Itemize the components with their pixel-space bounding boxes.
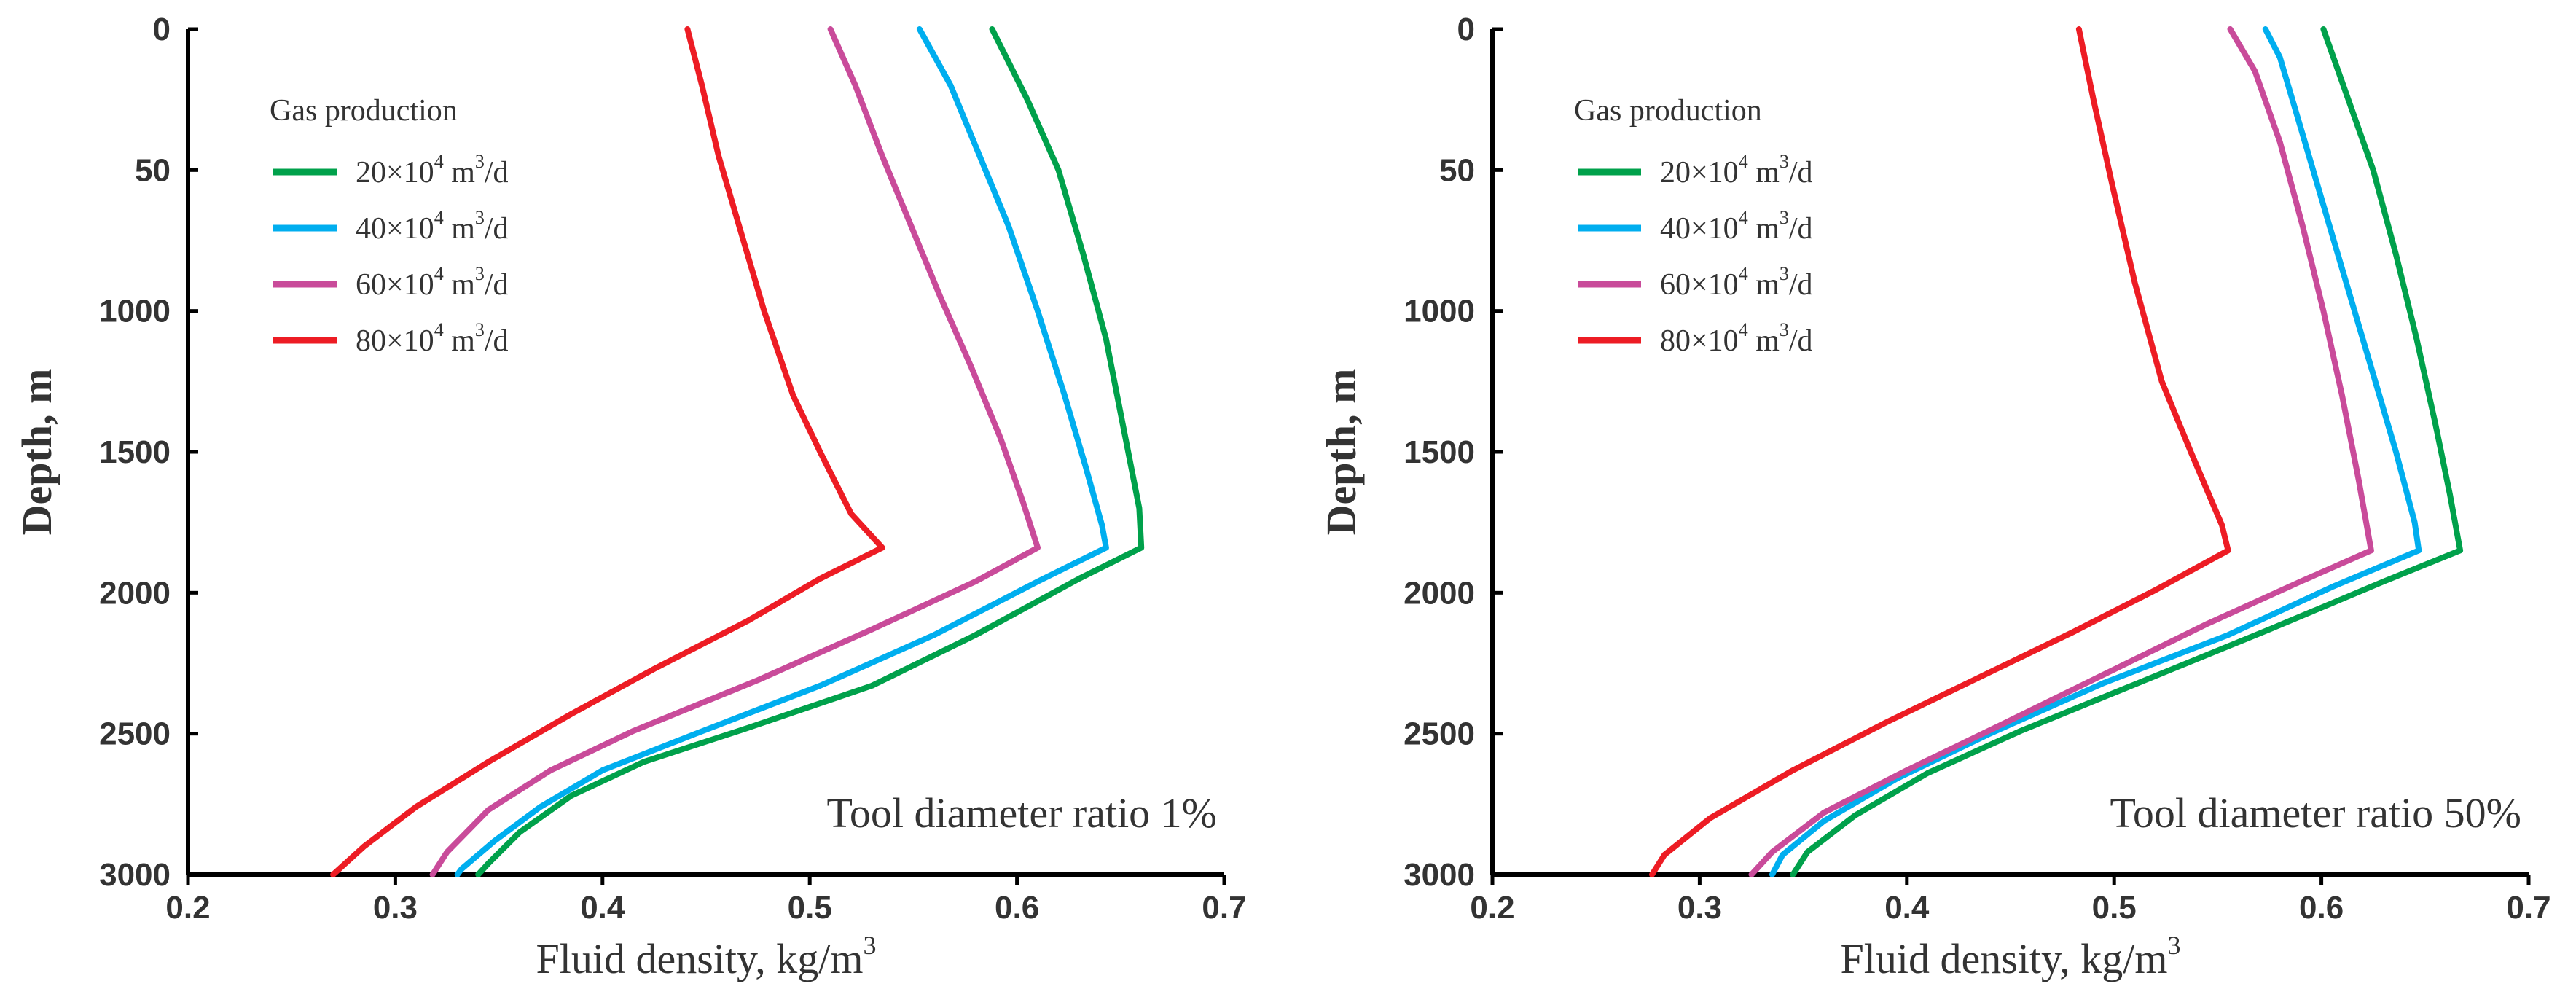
x-tick-label: 0.3 (373, 890, 418, 926)
y-tick-label: 1500 (99, 434, 171, 470)
series-line-3 (429, 26, 1041, 877)
legend-label-unit: m (444, 212, 476, 246)
legend-label: 80×104 m3/d (1660, 319, 1813, 358)
y-axis-title: Depth, m (13, 369, 60, 536)
y-tick-label: 0 (1457, 12, 1475, 47)
x-axis-title: Fluid density, kg/m3 (536, 931, 877, 982)
x-axis-title-text: Fluid density, kg/m (1841, 935, 2168, 982)
legend-label: 40×104 m3/d (1660, 207, 1813, 246)
series-line-1 (475, 26, 1145, 877)
legend-label-base: 60×10 (1660, 268, 1739, 302)
x-tick-label: 0.6 (995, 890, 1039, 926)
series-line-2 (454, 26, 1109, 877)
legend-label-sup2: 3 (475, 151, 485, 172)
series-line-4 (1649, 26, 2231, 877)
legend-title: Gas production (270, 94, 458, 128)
x-axis-title: Fluid density, kg/m3 (1841, 931, 2181, 982)
legend-label-sup2: 3 (475, 207, 485, 228)
legend-label-rate: /d (1789, 156, 1813, 189)
legend-label-base: 20×10 (1660, 156, 1739, 189)
x-tick-label: 0.5 (788, 890, 832, 926)
legend-label-sup: 4 (1739, 263, 1748, 284)
legend-label-sup2: 3 (1780, 319, 1789, 340)
legend-label-unit: m (444, 324, 476, 358)
series-line-1 (1790, 26, 2464, 877)
legend-label-sup: 4 (1739, 319, 1748, 340)
legend-label-sup: 4 (1739, 207, 1748, 228)
x-tick-label: 0.3 (1677, 890, 1722, 926)
y-tick-label: 1000 (1404, 294, 1475, 329)
y-tick-label: 3000 (99, 857, 171, 893)
y-tick-label: 2000 (99, 575, 171, 611)
legend-label-base: 20×10 (356, 156, 434, 189)
y-tick-label: 1000 (99, 294, 171, 329)
x-axis-title-sup: 3 (864, 931, 877, 960)
annotation-text: Tool diameter ratio 1% (827, 789, 1217, 837)
legend-label-unit: m (444, 268, 476, 302)
legend-label-base: 40×10 (356, 212, 434, 246)
legend-label-sup: 4 (1739, 151, 1748, 172)
y-tick-label: 2500 (1404, 716, 1475, 752)
legend-label-unit: m (1748, 268, 1780, 302)
legend-label-rate: /d (485, 212, 509, 246)
legend-label-unit: m (1748, 156, 1780, 189)
legend-label-rate: /d (1789, 268, 1813, 302)
legend-label-unit: m (1748, 324, 1780, 358)
right-chart: 0.2 0.3 0.4 0.5 0.6 0.7 0 50 1000 1500 2000 2500 300… (1318, 12, 2551, 982)
legend-label-base: 40×10 (1660, 212, 1739, 246)
legend-label: 20×104 m3/d (1660, 151, 1813, 189)
x-tick-label: 0.2 (165, 890, 210, 926)
legend-label-rate: /d (485, 156, 509, 189)
y-axis-title: Depth, m (1318, 369, 1365, 536)
legend-label: 40×104 m3/d (356, 207, 509, 246)
x-tick-label: 0.2 (1470, 890, 1514, 926)
legend-label-sup2: 3 (1780, 151, 1789, 172)
y-tick-label: 3000 (1404, 857, 1475, 893)
y-tick-label: 50 (135, 152, 171, 188)
legend-label-sup: 4 (434, 319, 444, 340)
x-axis-title-text: Fluid density, kg/m (536, 935, 864, 982)
legend-label-sup2: 3 (475, 319, 485, 340)
legend-label-sup: 4 (434, 151, 444, 172)
legend-label: 60×104 m3/d (1660, 263, 1813, 302)
y-tick-label: 50 (1439, 152, 1475, 188)
legend-label-rate: /d (1789, 212, 1813, 246)
x-tick-label: 0.4 (1884, 890, 1930, 926)
legend-label-sup2: 3 (1780, 263, 1789, 284)
legend-label-rate: /d (485, 324, 509, 358)
series-line-3 (1748, 26, 2374, 877)
legend-label-unit: m (1748, 212, 1780, 246)
legend-label-base: 60×10 (356, 268, 434, 302)
x-tick-label: 0.5 (2092, 890, 2137, 926)
series-line-4 (330, 26, 885, 877)
legend-label-sup2: 3 (1780, 207, 1789, 228)
legend-label-base: 80×10 (1660, 324, 1739, 358)
legend-label: 20×104 m3/d (356, 151, 509, 189)
legend-label-rate: /d (485, 268, 509, 302)
y-tick-label: 1500 (1404, 434, 1475, 470)
legend-label: 60×104 m3/d (356, 263, 509, 302)
y-tick-label: 2000 (1404, 575, 1475, 611)
legend-label: 80×104 m3/d (356, 319, 509, 358)
legend-label-sup: 4 (434, 207, 444, 228)
legend-label-sup2: 3 (475, 263, 485, 284)
annotation-text: Tool diameter ratio 50% (2110, 789, 2521, 837)
legend-title: Gas production (1574, 94, 1762, 128)
legend-label-sup: 4 (434, 263, 444, 284)
y-tick-label: 0 (153, 12, 171, 47)
series-line-2 (1769, 26, 2422, 877)
legend-label-unit: m (444, 156, 476, 189)
legend-label-rate: /d (1789, 324, 1813, 358)
x-tick-label: 0.7 (2506, 890, 2550, 926)
legend-label-base: 80×10 (356, 324, 434, 358)
y-tick-label: 2500 (99, 716, 171, 752)
x-tick-label: 0.7 (1202, 890, 1246, 926)
x-tick-label: 0.4 (580, 890, 625, 926)
x-tick-label: 0.6 (2299, 890, 2344, 926)
left-chart: 0.2 0.3 0.4 0.5 0.6 0.7 0 50 1000 1500 2000 2500 300… (13, 12, 1247, 982)
x-axis-title-sup: 3 (2168, 931, 2181, 960)
